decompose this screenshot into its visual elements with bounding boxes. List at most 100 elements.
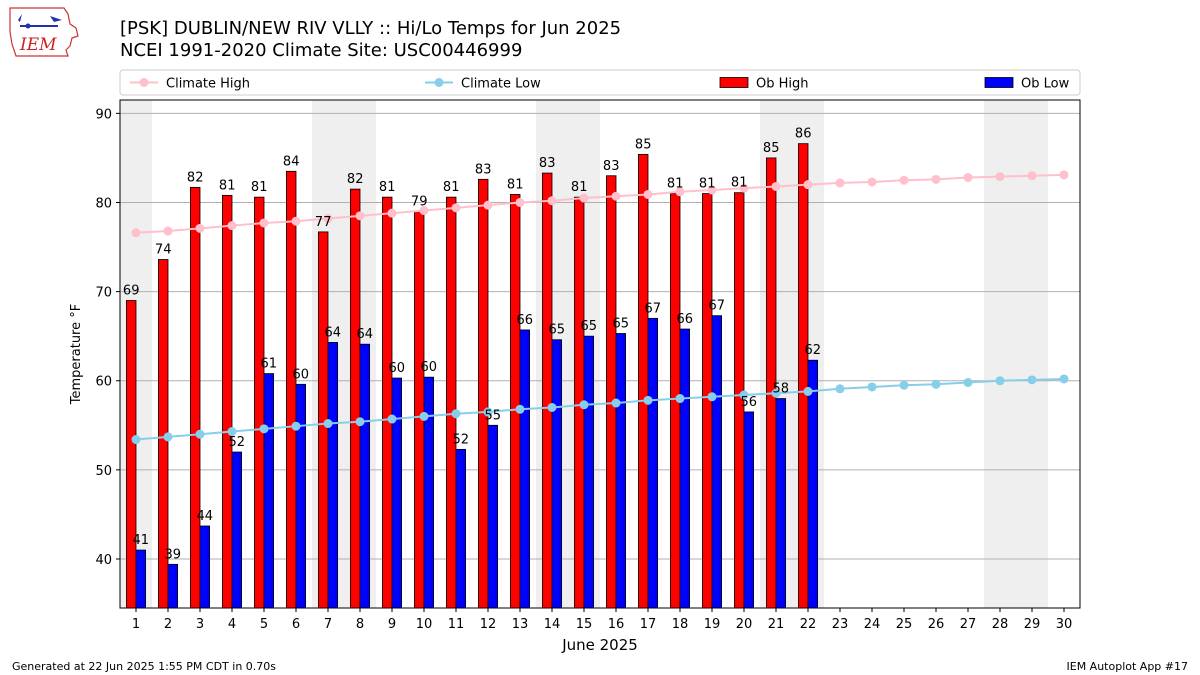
- ob-high-bar: [542, 172, 553, 609]
- climate-high-point: [835, 178, 845, 188]
- ob-low-label: 58: [773, 382, 790, 397]
- climate-high-point: [163, 226, 173, 236]
- app-note: IEM Autoplot App #17: [1066, 660, 1189, 673]
- climate-low-point: [195, 429, 205, 439]
- ob-high-bar: [381, 196, 393, 609]
- legend-swatch-ob-high: [719, 77, 749, 88]
- climate-high-point: [515, 197, 525, 207]
- ob-low-label: 61: [261, 357, 278, 372]
- ob-low-bar: [135, 549, 147, 609]
- weekend-shade: [984, 100, 1016, 608]
- legend-label-ob-low: Ob Low: [1021, 77, 1070, 92]
- ob-low-bar: [199, 525, 211, 609]
- x-tick-label: 15: [576, 617, 593, 632]
- climate-low-point: [547, 402, 557, 412]
- climate-high-point: [387, 208, 397, 218]
- ob-low-bar: [647, 317, 659, 609]
- ob-low-bar: [679, 328, 691, 609]
- ob-high-bar: [253, 196, 265, 609]
- legend-label-climate-high: Climate High: [166, 77, 250, 92]
- climate-low-point: [515, 404, 525, 414]
- climate-high-point: [867, 177, 877, 187]
- ob-high-label: 85: [635, 137, 652, 152]
- ob-low-bar: [423, 376, 435, 609]
- x-tick-label: 25: [896, 617, 913, 632]
- climate-high-point: [259, 218, 269, 228]
- climate-low-point: [899, 380, 909, 390]
- ob-low-label: 41: [133, 533, 150, 548]
- climate-high-point: [323, 214, 333, 224]
- ob-high-bar: [798, 143, 809, 609]
- ob-low-label: 52: [453, 432, 470, 447]
- climate-low-point: [611, 398, 621, 408]
- climate-high-point: [931, 174, 941, 184]
- ob-low-label: 67: [645, 301, 662, 316]
- ob-high-bar: [638, 153, 649, 609]
- climate-low-point: [355, 417, 365, 427]
- x-tick-label: 1: [132, 617, 140, 632]
- climate-low-point: [323, 419, 333, 429]
- x-tick-label: 27: [960, 617, 977, 632]
- ob-high-label: 81: [571, 180, 588, 195]
- ob-low-bar: [519, 329, 531, 609]
- ob-low-label: 39: [165, 547, 182, 562]
- climate-low-point: [835, 384, 845, 394]
- ob-high-label: 69: [123, 284, 140, 299]
- ob-high-label: 81: [507, 177, 524, 192]
- ob-low-bar: [743, 411, 755, 609]
- x-tick-label: 10: [416, 617, 433, 632]
- ob-high-label: 77: [315, 215, 332, 230]
- climate-low-point: [963, 378, 973, 388]
- climate-low-line: [135, 377, 1065, 441]
- ob-high-label: 82: [347, 172, 364, 187]
- ob-low-bar: [327, 342, 339, 609]
- ob-high-label: 82: [187, 170, 204, 185]
- climate-low-point: [387, 414, 397, 424]
- ob-high-label: 81: [219, 178, 236, 193]
- x-tick-label: 13: [512, 617, 529, 632]
- climate-low-point: [931, 379, 941, 389]
- climate-low-point: [1027, 375, 1037, 385]
- x-tick-label: 11: [448, 617, 465, 632]
- climate-low-point: [579, 400, 589, 410]
- ob-high-label: 83: [539, 156, 556, 171]
- logo-text: IEM: [19, 35, 57, 55]
- ob-low-bar: [295, 383, 307, 609]
- climate-high-point: [611, 191, 621, 201]
- climate-high-point: [643, 189, 653, 199]
- ob-high-bar: [189, 186, 201, 609]
- ob-low-bar: [807, 359, 819, 609]
- ob-low-label: 60: [293, 367, 310, 382]
- climate-high-point: [195, 223, 205, 233]
- ob-low-label: 65: [613, 317, 630, 332]
- y-tick-label: 90: [95, 107, 112, 122]
- climate-high-line: [135, 173, 1065, 234]
- legend-marker-climate-high: [139, 78, 149, 87]
- climate-low-point: [771, 388, 781, 398]
- ob-low-label: 65: [581, 319, 598, 334]
- climate-low-point: [1059, 374, 1069, 384]
- ob-low-bar: [359, 343, 371, 609]
- ob-high-bar: [349, 188, 361, 609]
- ob-high-bar: [477, 178, 489, 609]
- climate-low-point: [803, 386, 813, 396]
- x-tick-label: 18: [672, 617, 689, 632]
- climate-low-point: [131, 435, 141, 445]
- ob-high-label: 81: [699, 177, 716, 192]
- ob-high-bar: [126, 300, 137, 609]
- y-tick-label: 70: [95, 286, 112, 301]
- climate-high-point: [771, 181, 781, 191]
- climate-low-point: [643, 395, 653, 405]
- legend-marker-climate-low: [434, 78, 444, 87]
- ob-low-bar: [487, 424, 499, 609]
- climate-high-point: [1027, 171, 1037, 181]
- climate-high-point: [483, 200, 493, 210]
- x-tick-label: 5: [260, 617, 268, 632]
- ob-high-bar: [606, 175, 617, 609]
- x-tick-label: 24: [864, 617, 881, 632]
- x-tick-label: 26: [928, 617, 945, 632]
- ob-low-bar: [391, 377, 403, 609]
- ob-low-label: 44: [197, 509, 214, 524]
- x-tick-label: 21: [768, 617, 785, 632]
- ob-low-label: 64: [325, 325, 342, 340]
